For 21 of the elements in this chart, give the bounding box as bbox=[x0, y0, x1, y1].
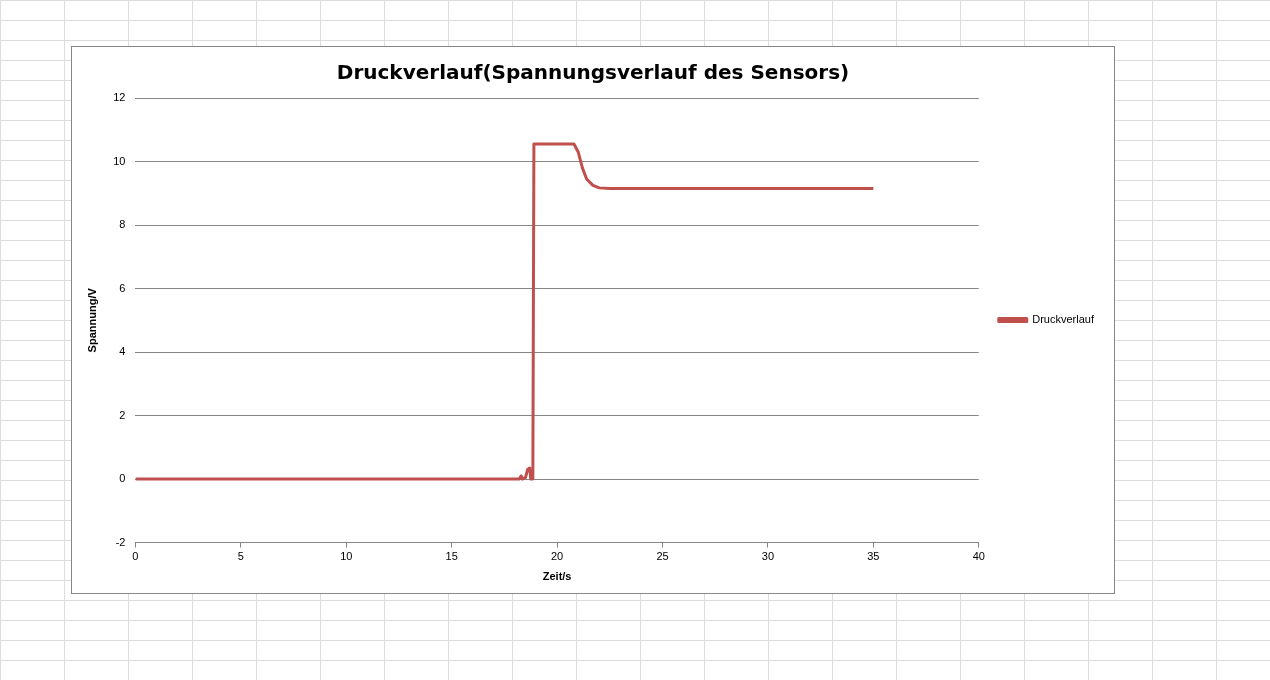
y-tick-label: 2 bbox=[119, 408, 126, 421]
x-tick-label: 40 bbox=[972, 550, 985, 563]
x-axis-title: Zeit/s bbox=[542, 570, 572, 583]
y-tick-label: 0 bbox=[119, 472, 126, 485]
y-tick-label: 4 bbox=[119, 345, 126, 358]
x-tick-label: 35 bbox=[867, 550, 880, 563]
y-tick-label: 8 bbox=[119, 218, 126, 231]
chart-title: Druckverlauf(Spannungsverlauf des Sensors) bbox=[336, 60, 850, 85]
x-tick-label: 25 bbox=[656, 550, 669, 563]
x-tick-label: 30 bbox=[761, 550, 775, 563]
y-axis-title: Spannung/V bbox=[85, 287, 98, 353]
y-tick-label: -2 bbox=[115, 535, 126, 548]
x-tick-label: 0 bbox=[132, 550, 139, 563]
x-tick-label: 5 bbox=[237, 550, 244, 563]
legend-label: Druckverlauf bbox=[1032, 313, 1095, 326]
y-tick-label: 6 bbox=[119, 281, 126, 294]
y-tick-label: 12 bbox=[113, 91, 126, 104]
x-tick-label: 20 bbox=[550, 550, 564, 563]
x-tick-label: 15 bbox=[445, 550, 458, 563]
x-tick-label: 10 bbox=[340, 550, 353, 563]
y-tick-label: 10 bbox=[113, 154, 126, 167]
